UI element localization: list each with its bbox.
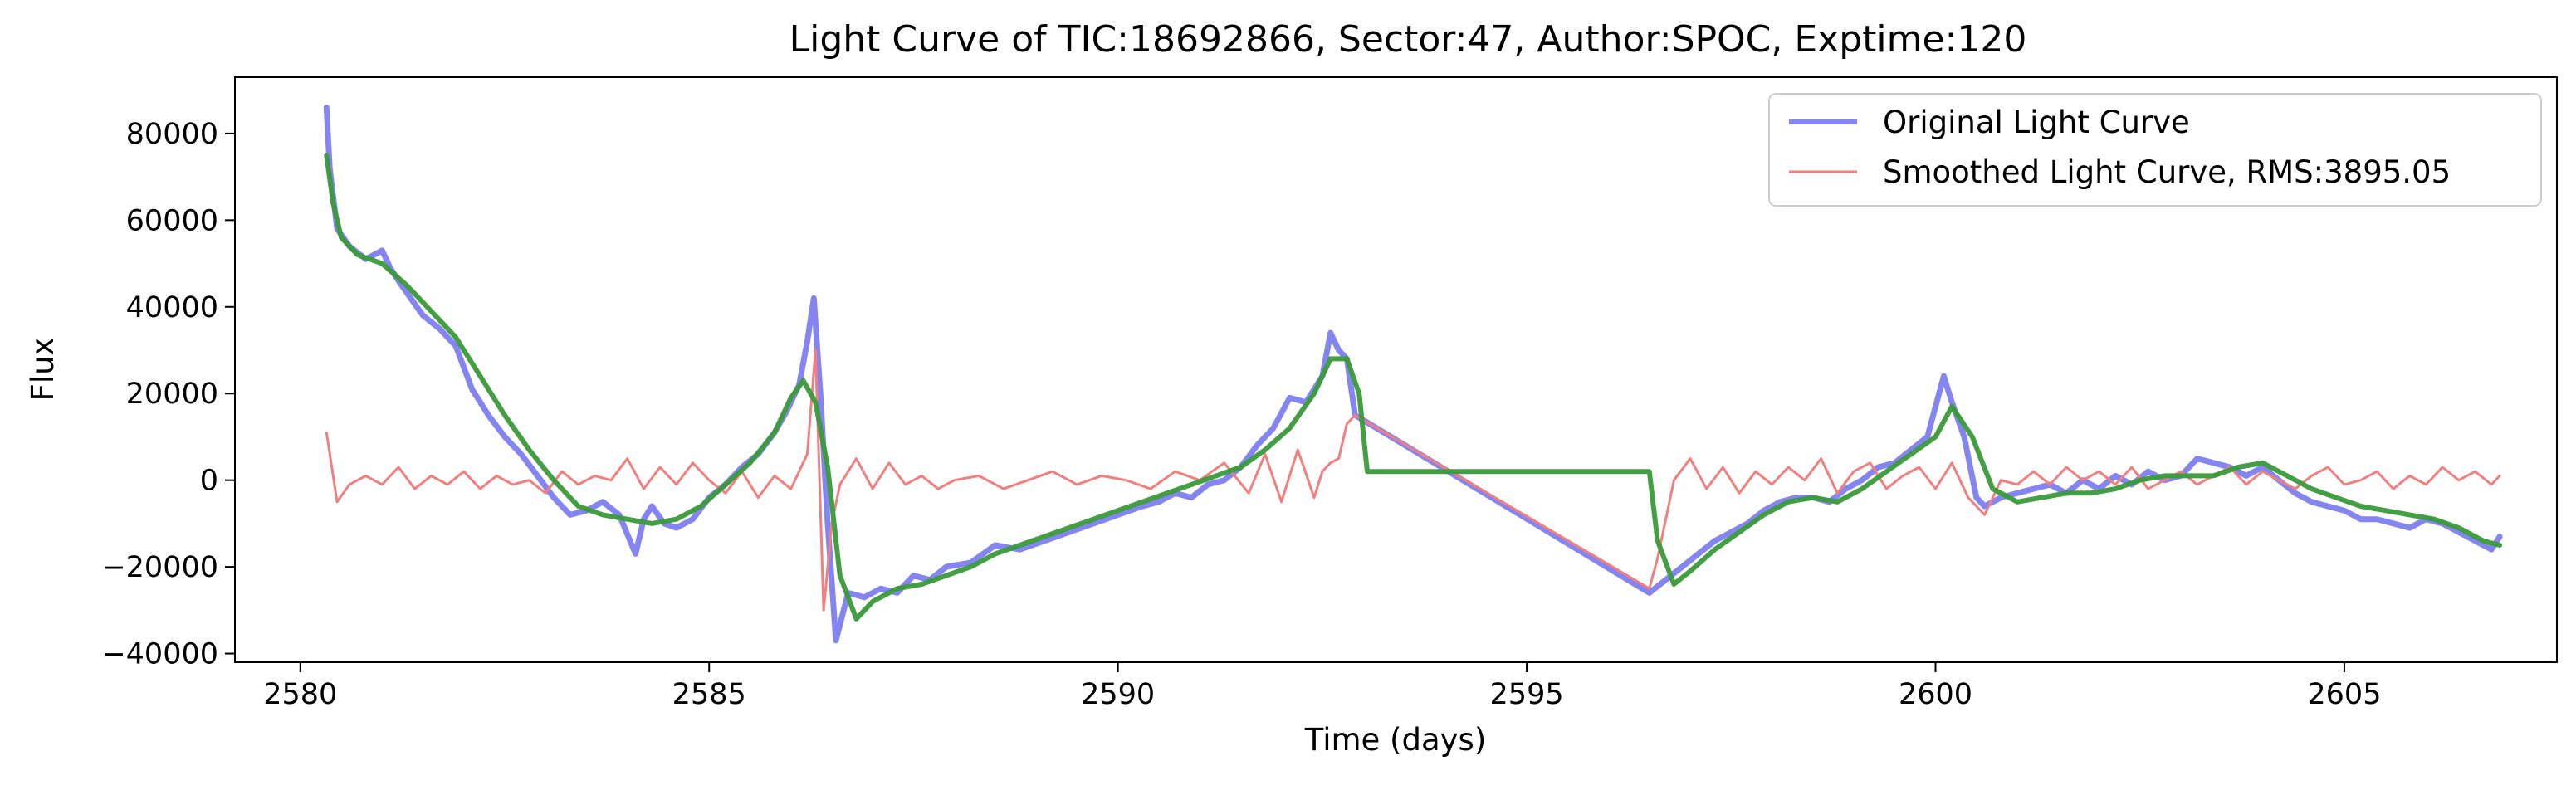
legend-box (1768, 93, 2542, 207)
chart-title: Light Curve of TIC:18692866, Sector:47, … (789, 18, 2027, 61)
legend: Original Light Curve Smoothed Light Curv… (1768, 93, 2542, 207)
y-tick-label: −40000 (101, 638, 218, 671)
x-tick-label: 2585 (672, 678, 746, 711)
y-tick-label: 60000 (126, 204, 218, 237)
x-tick-label: 2600 (1899, 678, 1972, 711)
y-tick-label: −20000 (101, 551, 218, 584)
y-tick-label: 20000 (126, 378, 218, 411)
y-tick-label: 0 (200, 465, 218, 498)
series-layer (323, 105, 2503, 644)
x-tick-label: 2605 (2307, 678, 2381, 711)
legend-label-original: Original Light Curve (1883, 105, 2190, 140)
plot-frame (234, 76, 2558, 663)
y-axis: −40000 −20000 0 20000 40000 60000 80000 (101, 118, 235, 671)
x-tick-label: 2595 (1490, 678, 1564, 711)
y-axis-label: Flux (25, 338, 61, 402)
legend-label-smoothed: Smoothed Light Curve, RMS:3895.05 (1883, 154, 2451, 190)
series-line-smoothed (325, 349, 2501, 612)
x-tick-label: 2590 (1081, 678, 1155, 711)
x-axis: 2580 2585 2590 2595 2600 2605 (263, 662, 2381, 711)
x-axis-label: Time (days) (1304, 722, 1487, 758)
series-line-fit (324, 153, 2503, 622)
y-tick-label: 40000 (126, 291, 218, 324)
x-tick-label: 2580 (263, 678, 337, 711)
y-tick-label: 80000 (126, 118, 218, 151)
